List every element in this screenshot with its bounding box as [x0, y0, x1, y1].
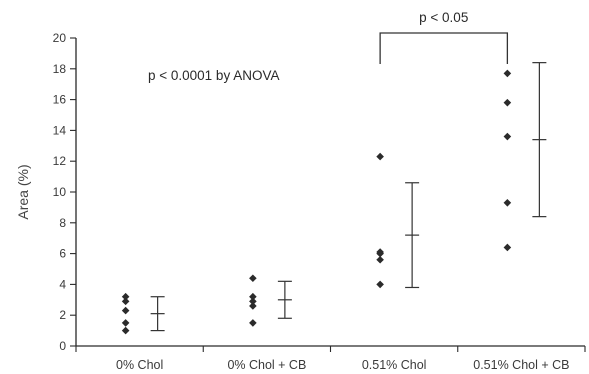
x-tick-label: 0.51% Chol — [362, 358, 427, 372]
data-point — [249, 297, 257, 306]
data-series — [121, 62, 547, 335]
x-ticks: 0% Chol 0% Chol + CB 0.51% Chol 0.51% Chol … — [75, 346, 586, 372]
data-point — [376, 255, 384, 264]
data-point — [121, 297, 130, 306]
y-tick-label: 2 — [59, 308, 66, 322]
x-tick-label: 0% Chol — [116, 358, 163, 372]
y-tick-label: 12 — [53, 154, 67, 168]
y-tick-label: 20 — [53, 31, 67, 45]
y-tick-label: 0 — [59, 339, 66, 353]
bracket-label: p < 0.05 — [419, 10, 468, 25]
y-tick-label: 6 — [59, 247, 66, 261]
x-tick-label: 0.51% Chol + CB — [473, 358, 569, 372]
data-point — [249, 302, 257, 310]
y-tick-label: 16 — [53, 93, 67, 107]
data-point — [121, 292, 130, 301]
data-point — [121, 326, 130, 335]
data-point — [376, 280, 384, 289]
anova-annotation: p < 0.0001 by ANOVA — [148, 68, 279, 83]
y-tick-label: 8 — [59, 216, 66, 230]
data-point — [121, 319, 130, 327]
data-point — [249, 319, 257, 327]
series-group — [376, 152, 420, 289]
data-point — [121, 306, 130, 315]
y-tick-label: 14 — [53, 123, 67, 137]
series-group — [121, 292, 165, 335]
x-tick-label: 0% Chol + CB — [227, 358, 306, 372]
data-point — [376, 152, 384, 161]
data-point — [376, 248, 384, 256]
data-point — [249, 292, 257, 301]
data-point — [503, 98, 512, 107]
y-tick-label: 4 — [59, 277, 66, 291]
chart-axes — [75, 38, 585, 347]
y-axis-label: Area (%) — [15, 164, 31, 219]
data-point — [503, 69, 512, 78]
bracket-line — [379, 32, 509, 64]
series-group — [249, 274, 292, 327]
data-point — [503, 132, 512, 141]
y-tick-label: 18 — [53, 62, 67, 76]
data-point — [503, 243, 512, 252]
y-ticks: 0 2 4 6 8 10 12 14 16 18 20 — [53, 31, 76, 353]
data-point — [249, 274, 257, 283]
y-tick-label: 10 — [53, 185, 67, 199]
series-group — [503, 62, 547, 252]
data-point — [503, 198, 512, 207]
significance-bracket: p < 0.05 — [379, 10, 509, 64]
